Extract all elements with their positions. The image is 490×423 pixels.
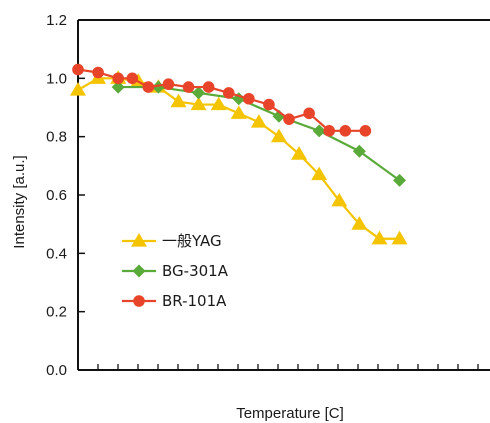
series-layer xyxy=(70,63,408,245)
data-point xyxy=(190,96,207,111)
data-point xyxy=(263,98,275,111)
legend-marker xyxy=(131,233,147,247)
y-ticks: 0.0 0.2 0.4 0.6 0.8 1.0 1.2 xyxy=(46,12,85,379)
data-point xyxy=(291,146,308,160)
data-point xyxy=(170,93,187,108)
data-point xyxy=(283,113,295,125)
y-tick-label: 0.4 xyxy=(46,245,67,262)
data-point xyxy=(359,125,372,137)
data-point xyxy=(182,81,195,93)
legend-label: BR-101A xyxy=(162,292,227,310)
data-point xyxy=(303,107,315,120)
data-point xyxy=(192,86,206,100)
data-point xyxy=(111,80,125,94)
legend-item: BR-101A xyxy=(122,292,227,310)
legend-label: 一般YAG xyxy=(162,232,222,250)
data-point xyxy=(371,230,388,245)
data-point xyxy=(351,216,368,230)
series-3 xyxy=(72,63,372,137)
series-line xyxy=(77,68,366,132)
data-point xyxy=(339,125,352,137)
data-point xyxy=(222,87,235,99)
axes xyxy=(77,19,490,371)
legend-item: 一般YAG xyxy=(122,232,222,250)
data-point xyxy=(151,80,165,94)
y-tick-label: 0.6 xyxy=(46,187,67,204)
legend-item: BG-301A xyxy=(122,262,229,280)
data-point xyxy=(72,63,84,76)
legend-marker xyxy=(132,264,146,278)
data-point xyxy=(92,66,104,79)
data-point xyxy=(331,192,348,207)
data-point xyxy=(142,81,155,93)
data-point xyxy=(210,96,227,111)
legend-label: BG-301A xyxy=(162,262,229,280)
data-point xyxy=(250,114,267,128)
data-point xyxy=(112,72,124,85)
data-point xyxy=(202,81,215,93)
data-point xyxy=(323,125,336,137)
y-tick-label: 1.2 xyxy=(46,12,67,29)
x-ticks xyxy=(97,364,479,370)
y-tick-label: 0.0 xyxy=(46,362,67,379)
data-point xyxy=(270,128,287,143)
y-axis-label: Intensity [a.u.] xyxy=(11,155,28,248)
data-point xyxy=(230,105,247,119)
y-tick-label: 1.0 xyxy=(46,70,67,87)
data-point xyxy=(352,144,366,158)
data-point xyxy=(393,173,407,187)
x-axis-label: Temperature [C] xyxy=(236,405,344,422)
data-point xyxy=(162,78,175,90)
data-point xyxy=(126,72,139,85)
data-point xyxy=(70,82,86,96)
y-tick-label: 0.8 xyxy=(46,129,67,146)
legend: 一般YAG BG-301A BR-101A xyxy=(122,232,229,310)
data-point xyxy=(243,92,255,105)
y-tick-label: 0.2 xyxy=(46,304,67,321)
legend-marker xyxy=(133,295,145,307)
data-point xyxy=(312,124,326,138)
data-point xyxy=(311,166,328,181)
data-point xyxy=(391,230,408,245)
